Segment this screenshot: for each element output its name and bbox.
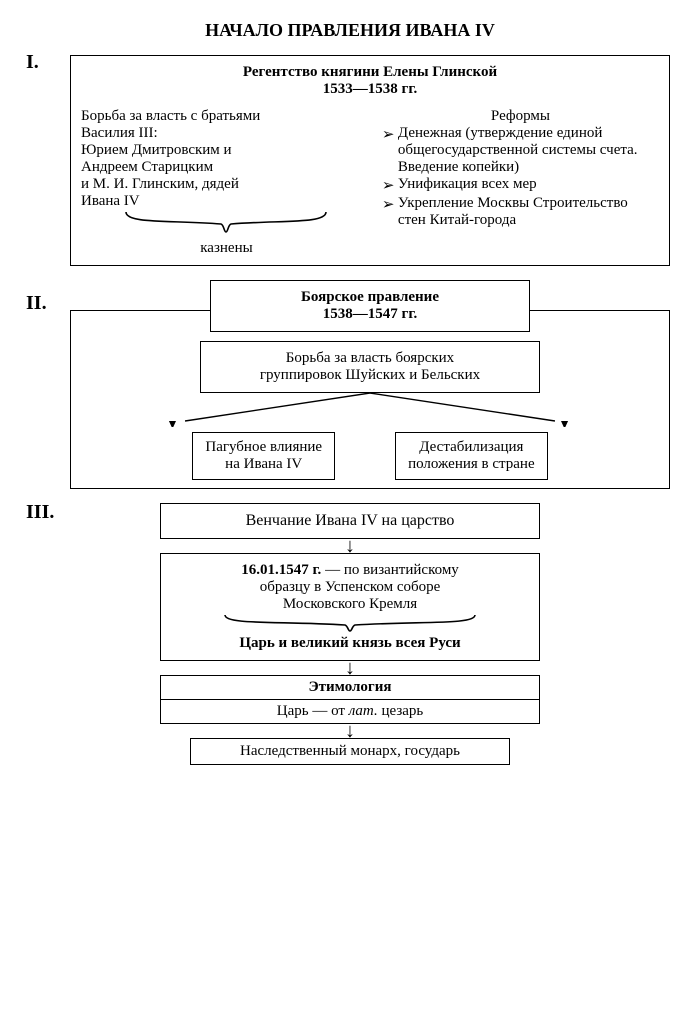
section-2: II. Боярское правление 1538—1547 гг. Бор…	[30, 280, 670, 489]
brace-icon	[121, 210, 331, 240]
reforms-head: Реформы	[382, 108, 659, 125]
tri-icon: ➢	[382, 176, 398, 195]
col-struggle: Борьба за власть с братьями Василия III:…	[81, 108, 372, 257]
text: Василия III:	[81, 125, 372, 142]
row-consequences: Пагубное влияние на Ивана IV Дестабилиза…	[81, 432, 659, 480]
text: и М. И. Глинским, дядей	[81, 176, 372, 193]
text: Денежная (утверждение единой общегосудар…	[398, 125, 659, 176]
text: образцу в Успенском соборе	[171, 579, 529, 596]
brace-icon	[220, 613, 480, 635]
text: Боярское правление	[221, 289, 519, 306]
date: 16.01.1547 г.	[241, 562, 321, 578]
text: Дестабилизация	[408, 439, 535, 456]
text: Борьба за власть боярских	[211, 350, 529, 367]
list-item: ➢Укрепление Москвы Строительство стен Ки…	[382, 195, 659, 229]
box-monarch: Наследственный монарх, государь	[190, 738, 510, 765]
list-item: ➢Денежная (утверждение единой общегосуда…	[382, 125, 659, 176]
text: группировок Шуйских и Бельских	[211, 367, 529, 384]
tri-icon: ➢	[382, 125, 398, 176]
roman-1: I.	[26, 51, 39, 74]
section-1: I. Регентство княгини Елены Глинской 153…	[30, 55, 670, 266]
text: — по византийскому	[321, 562, 459, 578]
box-influence: Пагубное влияние на Ивана IV	[192, 432, 335, 480]
box-boyar-rule: Боярское правление 1538—1547 гг.	[210, 280, 530, 332]
brace-label: казнены	[81, 240, 372, 257]
tsar-title: Царь и великий князь всея Руси	[171, 635, 529, 652]
text: Юрием Дмитровским и	[81, 142, 372, 159]
text: на Ивана IV	[205, 456, 322, 473]
text: Укрепление Москвы Строительство стен Кит…	[398, 195, 659, 229]
box-date: 16.01.1547 г. — по византийскому образцу…	[160, 553, 540, 661]
list-item: ➢Унификация всех мер	[382, 176, 659, 195]
text: положения в стране	[408, 456, 535, 473]
arrow-down-icon: ↓	[160, 539, 540, 553]
roman-3: III.	[26, 501, 54, 524]
arrow-down-icon: ↓	[160, 661, 540, 675]
box-boyar-outer: Борьба за власть боярских группировок Шу…	[70, 310, 670, 489]
regency-title: Регентство княгини Елены Глинской	[81, 64, 659, 81]
box-regency: Регентство княгини Елены Глинской 1533—1…	[70, 55, 670, 266]
text: цезарь	[378, 703, 424, 719]
text: Пагубное влияние	[205, 439, 322, 456]
page-title: НАЧАЛО ПРАВЛЕНИЯ ИВАНА IV	[30, 20, 670, 41]
box-struggle: Борьба за власть боярских группировок Шу…	[200, 341, 540, 393]
box-destabilization: Дестабилизация положения в стране	[395, 432, 548, 480]
roman-2: II.	[26, 292, 47, 315]
text: Борьба за власть с братьями	[81, 108, 372, 125]
tri-icon: ➢	[382, 195, 398, 229]
regency-years: 1533—1538 гг.	[81, 81, 659, 98]
col-reforms: Реформы ➢Денежная (утверждение единой об…	[382, 108, 659, 257]
text: 1538—1547 гг.	[221, 306, 519, 323]
text: Унификация всех мер	[398, 176, 537, 195]
text: 16.01.1547 г. — по византийскому	[171, 562, 529, 579]
text: Царь — от	[277, 703, 349, 719]
text: Московского Кремля	[171, 596, 529, 613]
text: Андреем Старицким	[81, 159, 372, 176]
section-3: III. Венчание Ивана IV на царство ↓ 16.0…	[30, 503, 670, 765]
box-etymology-head: Этимология	[160, 675, 540, 700]
box-coronation: Венчание Ивана IV на царство	[160, 503, 540, 539]
arrow-down-icon: ↓	[160, 724, 540, 738]
text-latin: лат.	[349, 703, 378, 719]
text: Ивана IV	[81, 193, 372, 210]
split-arrows-icon	[81, 393, 659, 427]
